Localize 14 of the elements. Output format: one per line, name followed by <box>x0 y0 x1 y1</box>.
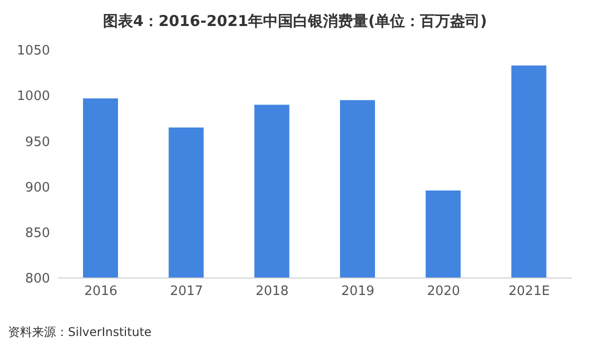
x-tick-label: 2017 <box>170 284 204 300</box>
chart-title: 图表4：2016-2021年中国白银消费量(单位：百万盎司) <box>102 11 488 32</box>
y-tick-label: 1050 <box>16 44 50 59</box>
y-tick-label: 900 <box>25 180 50 196</box>
y-tick-label: 1000 <box>16 89 50 104</box>
x-tick-label: 2020 <box>426 284 460 300</box>
y-tick-label: 850 <box>25 226 50 242</box>
x-tick-label: 2018 <box>256 284 289 300</box>
x-tick-label: 2021E <box>508 284 550 300</box>
x-tick-label: 2019 <box>341 284 374 300</box>
x-tick-label: 2016 <box>84 284 118 300</box>
text: 资料来源：SilverInstitute <box>8 324 152 341</box>
y-tick-label: 950 <box>25 134 50 150</box>
y-tick-label: 800 <box>25 272 50 287</box>
